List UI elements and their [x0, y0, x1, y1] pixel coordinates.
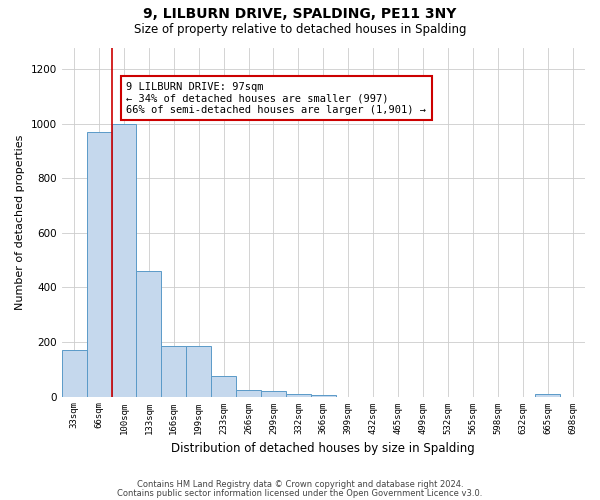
- Bar: [211, 376, 236, 396]
- Bar: [161, 346, 186, 397]
- Bar: [311, 395, 336, 396]
- Text: 9, LILBURN DRIVE, SPALDING, PE11 3NY: 9, LILBURN DRIVE, SPALDING, PE11 3NY: [143, 8, 457, 22]
- Bar: [261, 391, 286, 396]
- Y-axis label: Number of detached properties: Number of detached properties: [15, 134, 25, 310]
- Bar: [86, 132, 112, 396]
- Bar: [286, 394, 311, 396]
- Bar: [112, 124, 136, 396]
- X-axis label: Distribution of detached houses by size in Spalding: Distribution of detached houses by size …: [172, 442, 475, 455]
- Text: Contains HM Land Registry data © Crown copyright and database right 2024.: Contains HM Land Registry data © Crown c…: [137, 480, 463, 489]
- Bar: [535, 394, 560, 396]
- Text: Size of property relative to detached houses in Spalding: Size of property relative to detached ho…: [134, 22, 466, 36]
- Bar: [236, 390, 261, 396]
- Bar: [62, 350, 86, 397]
- Bar: [136, 271, 161, 396]
- Text: 9 LILBURN DRIVE: 97sqm
← 34% of detached houses are smaller (997)
66% of semi-de: 9 LILBURN DRIVE: 97sqm ← 34% of detached…: [127, 82, 427, 115]
- Text: Contains public sector information licensed under the Open Government Licence v3: Contains public sector information licen…: [118, 488, 482, 498]
- Bar: [186, 346, 211, 397]
